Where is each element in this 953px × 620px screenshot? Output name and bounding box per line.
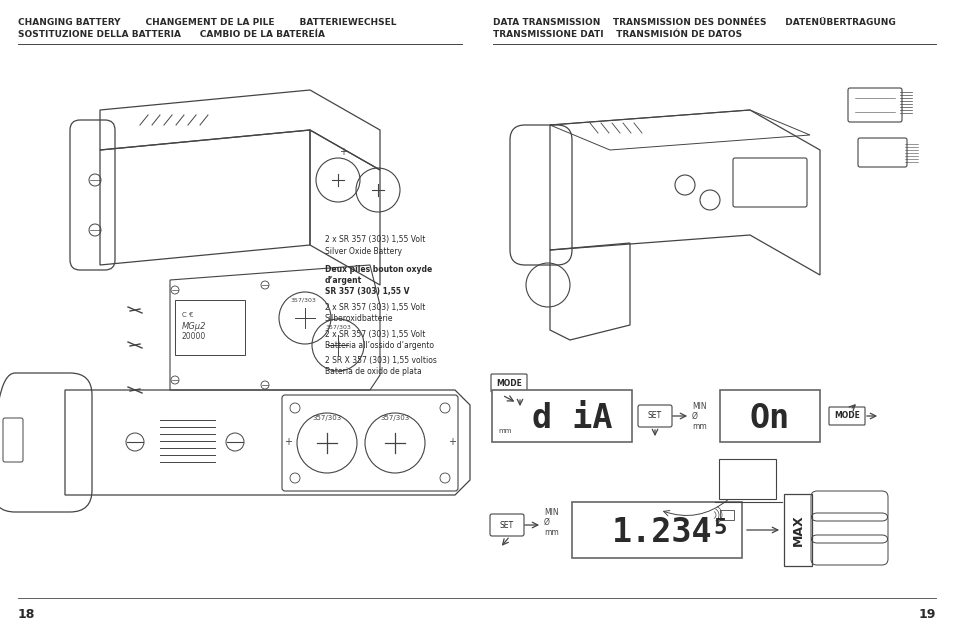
Text: 357/303: 357/303 (312, 415, 341, 421)
Text: Ø: Ø (543, 518, 549, 527)
Text: mm: mm (691, 422, 706, 431)
Text: +: + (338, 147, 347, 157)
Text: Silberoxidbatterie: Silberoxidbatterie (325, 314, 393, 323)
Text: SET: SET (647, 412, 661, 420)
Text: MIN: MIN (691, 402, 706, 411)
Text: 2 x SR 357 (303) 1,55 Volt: 2 x SR 357 (303) 1,55 Volt (325, 303, 425, 312)
Text: Ø: Ø (691, 412, 698, 421)
Text: 5: 5 (713, 518, 726, 538)
Text: MGμ2: MGμ2 (182, 322, 206, 331)
Text: On: On (749, 402, 789, 435)
Text: 357/303: 357/303 (380, 415, 409, 421)
Text: TRANSMISSIONE DATI    TRANSMISIÓN DE DATOS: TRANSMISSIONE DATI TRANSMISIÓN DE DATOS (493, 30, 741, 39)
Text: Batteria all’ossido d’argento: Batteria all’ossido d’argento (325, 341, 434, 350)
FancyBboxPatch shape (491, 374, 526, 392)
Text: SET: SET (499, 521, 514, 529)
FancyBboxPatch shape (720, 390, 820, 442)
Text: CHANGING BATTERY        CHANGEMENT DE LA PILE        BATTERIEWECHSEL: CHANGING BATTERY CHANGEMENT DE LA PILE B… (18, 18, 396, 27)
Text: mm: mm (543, 528, 558, 537)
Text: MAX: MAX (791, 514, 803, 546)
Text: SR 357 (303) 1,55 V: SR 357 (303) 1,55 V (325, 287, 409, 296)
Text: DATA TRANSMISSION    TRANSMISSION DES DONNÉES      DATENÜBERTRAGUNG: DATA TRANSMISSION TRANSMISSION DES DONNÉ… (493, 18, 895, 27)
FancyBboxPatch shape (828, 407, 864, 425)
Text: 19: 19 (918, 608, 935, 620)
Text: +: + (448, 437, 456, 447)
Text: Bateria de oxido de plata: Bateria de oxido de plata (325, 367, 421, 376)
FancyBboxPatch shape (638, 405, 671, 427)
Text: 357/303: 357/303 (290, 298, 315, 303)
FancyBboxPatch shape (492, 390, 631, 442)
FancyBboxPatch shape (783, 494, 811, 566)
Text: 357/303: 357/303 (325, 324, 351, 329)
Text: 2 SR X 357 (303) 1,55 voltios: 2 SR X 357 (303) 1,55 voltios (325, 356, 436, 365)
Text: 2 x SR 357 (303) 1,55 Volt: 2 x SR 357 (303) 1,55 Volt (325, 330, 425, 339)
Text: C €: C € (182, 312, 193, 318)
Text: Deux piles bouton oxyde: Deux piles bouton oxyde (325, 265, 432, 274)
FancyBboxPatch shape (572, 502, 741, 558)
Text: mm: mm (497, 428, 511, 434)
Text: MODE: MODE (833, 412, 859, 420)
Text: SOSTITUZIONE DELLA BATTERIA      CAMBIO DE LA BATEREÍA: SOSTITUZIONE DELLA BATTERIA CAMBIO DE LA… (18, 30, 325, 39)
Text: 18: 18 (18, 608, 35, 620)
Text: 20000: 20000 (182, 332, 206, 341)
Text: 1.234: 1.234 (611, 515, 712, 549)
Text: Silver Oxide Battery: Silver Oxide Battery (325, 247, 401, 256)
Text: MIN: MIN (543, 508, 558, 517)
FancyBboxPatch shape (490, 514, 523, 536)
Text: +: + (284, 437, 292, 447)
Text: d’argent: d’argent (325, 276, 362, 285)
Text: 2 x SR 357 (303) 1,55 Volt: 2 x SR 357 (303) 1,55 Volt (325, 235, 425, 244)
Text: MODE: MODE (496, 378, 521, 388)
Text: d iA: d iA (531, 402, 612, 435)
